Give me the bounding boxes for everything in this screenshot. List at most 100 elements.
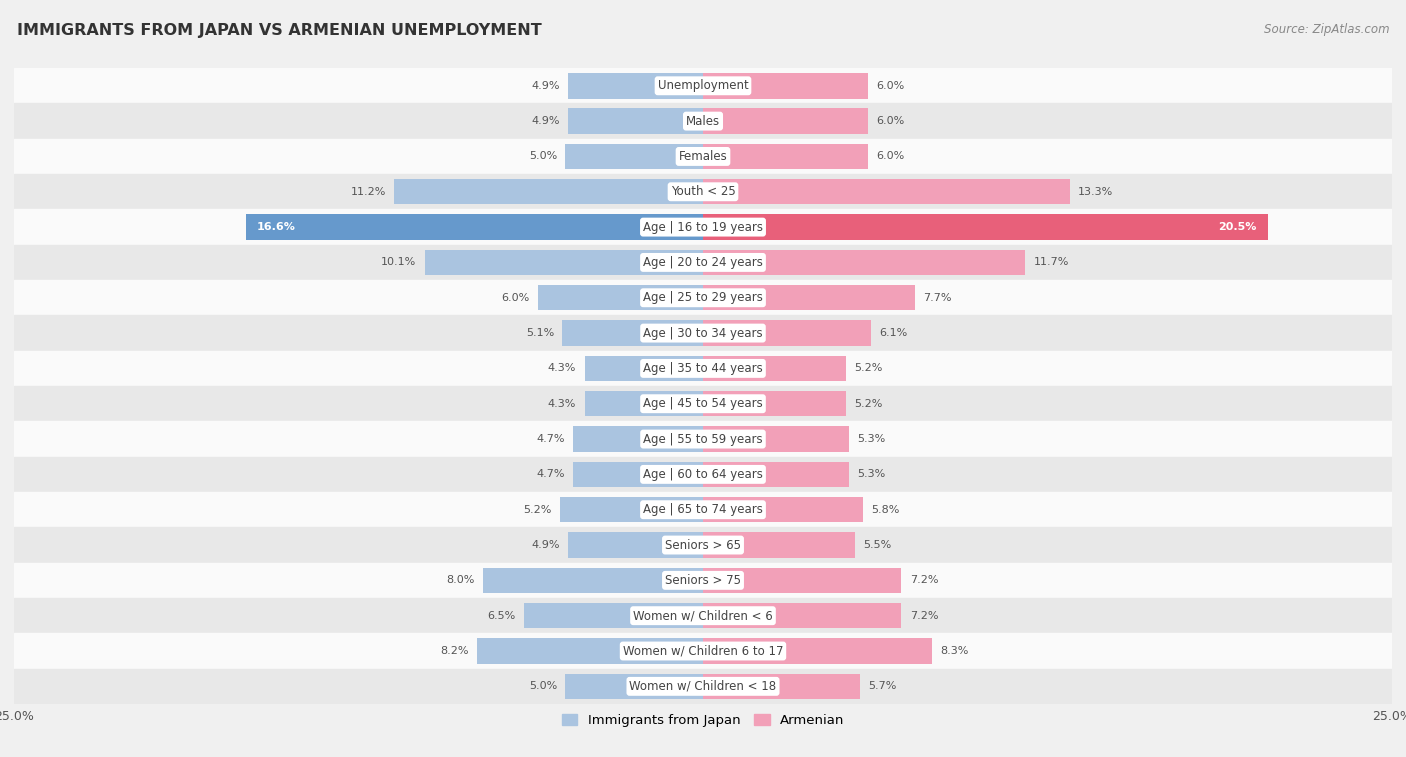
Text: 4.7%: 4.7% bbox=[537, 469, 565, 479]
Bar bbox=[14, 562, 1392, 598]
Bar bbox=[585, 391, 703, 416]
Text: 5.3%: 5.3% bbox=[858, 469, 886, 479]
Bar bbox=[14, 492, 1392, 528]
Bar bbox=[574, 426, 703, 452]
Bar bbox=[477, 638, 703, 664]
Text: 4.3%: 4.3% bbox=[548, 399, 576, 409]
Bar bbox=[14, 668, 1392, 704]
Text: 7.2%: 7.2% bbox=[910, 611, 938, 621]
Text: Unemployment: Unemployment bbox=[658, 79, 748, 92]
Bar bbox=[14, 104, 1392, 139]
Text: Age | 16 to 19 years: Age | 16 to 19 years bbox=[643, 220, 763, 234]
Text: 5.5%: 5.5% bbox=[863, 540, 891, 550]
Text: Women w/ Children < 18: Women w/ Children < 18 bbox=[630, 680, 776, 693]
Text: 20.5%: 20.5% bbox=[1219, 222, 1257, 232]
Bar bbox=[565, 674, 703, 699]
Text: 13.3%: 13.3% bbox=[1078, 187, 1114, 197]
Text: 11.2%: 11.2% bbox=[350, 187, 387, 197]
Bar bbox=[246, 214, 703, 240]
Bar bbox=[14, 139, 1392, 174]
Bar bbox=[703, 250, 1025, 275]
Text: Males: Males bbox=[686, 114, 720, 128]
Text: Age | 55 to 59 years: Age | 55 to 59 years bbox=[643, 432, 763, 446]
Text: Youth < 25: Youth < 25 bbox=[671, 185, 735, 198]
Bar bbox=[703, 603, 901, 628]
Text: Seniors > 65: Seniors > 65 bbox=[665, 538, 741, 552]
Text: 11.7%: 11.7% bbox=[1033, 257, 1069, 267]
Text: 6.1%: 6.1% bbox=[879, 328, 908, 338]
Text: 5.0%: 5.0% bbox=[529, 151, 557, 161]
Bar bbox=[565, 144, 703, 169]
Text: 8.0%: 8.0% bbox=[446, 575, 474, 585]
Text: 4.9%: 4.9% bbox=[531, 540, 560, 550]
Bar bbox=[585, 356, 703, 381]
Bar bbox=[703, 179, 1070, 204]
Text: Women w/ Children 6 to 17: Women w/ Children 6 to 17 bbox=[623, 644, 783, 658]
Text: 6.0%: 6.0% bbox=[876, 151, 905, 161]
Bar bbox=[703, 391, 846, 416]
Text: 6.0%: 6.0% bbox=[501, 293, 530, 303]
Text: Age | 30 to 34 years: Age | 30 to 34 years bbox=[643, 326, 763, 340]
Bar bbox=[703, 674, 860, 699]
Bar bbox=[703, 73, 869, 98]
Bar bbox=[568, 108, 703, 134]
Bar bbox=[14, 68, 1392, 104]
Text: 4.3%: 4.3% bbox=[548, 363, 576, 373]
Text: Age | 35 to 44 years: Age | 35 to 44 years bbox=[643, 362, 763, 375]
Bar bbox=[568, 532, 703, 558]
Bar bbox=[14, 528, 1392, 562]
Text: 5.2%: 5.2% bbox=[523, 505, 551, 515]
Text: Age | 20 to 24 years: Age | 20 to 24 years bbox=[643, 256, 763, 269]
Text: 7.2%: 7.2% bbox=[910, 575, 938, 585]
Bar bbox=[562, 320, 703, 346]
Bar bbox=[703, 426, 849, 452]
Legend: Immigrants from Japan, Armenian: Immigrants from Japan, Armenian bbox=[557, 709, 849, 732]
Bar bbox=[703, 214, 1268, 240]
Bar bbox=[394, 179, 703, 204]
Text: 5.7%: 5.7% bbox=[869, 681, 897, 691]
Text: 6.5%: 6.5% bbox=[488, 611, 516, 621]
Text: 5.8%: 5.8% bbox=[872, 505, 900, 515]
Bar bbox=[14, 456, 1392, 492]
Text: 5.3%: 5.3% bbox=[858, 434, 886, 444]
Bar bbox=[703, 320, 872, 346]
Text: 5.1%: 5.1% bbox=[526, 328, 554, 338]
Bar bbox=[703, 568, 901, 593]
Bar bbox=[703, 356, 846, 381]
Text: IMMIGRANTS FROM JAPAN VS ARMENIAN UNEMPLOYMENT: IMMIGRANTS FROM JAPAN VS ARMENIAN UNEMPL… bbox=[17, 23, 541, 38]
Bar bbox=[14, 280, 1392, 316]
Bar bbox=[537, 285, 703, 310]
Text: 7.7%: 7.7% bbox=[924, 293, 952, 303]
Text: 8.2%: 8.2% bbox=[440, 646, 468, 656]
Text: 4.7%: 4.7% bbox=[537, 434, 565, 444]
Text: Age | 25 to 29 years: Age | 25 to 29 years bbox=[643, 291, 763, 304]
Text: Age | 65 to 74 years: Age | 65 to 74 years bbox=[643, 503, 763, 516]
Bar bbox=[14, 634, 1392, 668]
Text: 4.9%: 4.9% bbox=[531, 116, 560, 126]
Bar bbox=[14, 245, 1392, 280]
Bar bbox=[14, 422, 1392, 456]
Bar bbox=[703, 108, 869, 134]
Bar bbox=[425, 250, 703, 275]
Bar bbox=[703, 462, 849, 487]
Text: Females: Females bbox=[679, 150, 727, 163]
Bar bbox=[574, 462, 703, 487]
Text: 10.1%: 10.1% bbox=[381, 257, 416, 267]
Text: 5.2%: 5.2% bbox=[855, 363, 883, 373]
Bar bbox=[14, 316, 1392, 350]
Text: 6.0%: 6.0% bbox=[876, 81, 905, 91]
Bar bbox=[14, 350, 1392, 386]
Text: 4.9%: 4.9% bbox=[531, 81, 560, 91]
Bar bbox=[14, 174, 1392, 210]
Bar bbox=[14, 598, 1392, 634]
Bar bbox=[524, 603, 703, 628]
Text: Source: ZipAtlas.com: Source: ZipAtlas.com bbox=[1264, 23, 1389, 36]
Text: 5.0%: 5.0% bbox=[529, 681, 557, 691]
Bar bbox=[14, 386, 1392, 422]
Bar bbox=[703, 497, 863, 522]
Bar bbox=[703, 638, 932, 664]
Text: Seniors > 75: Seniors > 75 bbox=[665, 574, 741, 587]
Text: 8.3%: 8.3% bbox=[941, 646, 969, 656]
Bar bbox=[703, 532, 855, 558]
Bar bbox=[560, 497, 703, 522]
